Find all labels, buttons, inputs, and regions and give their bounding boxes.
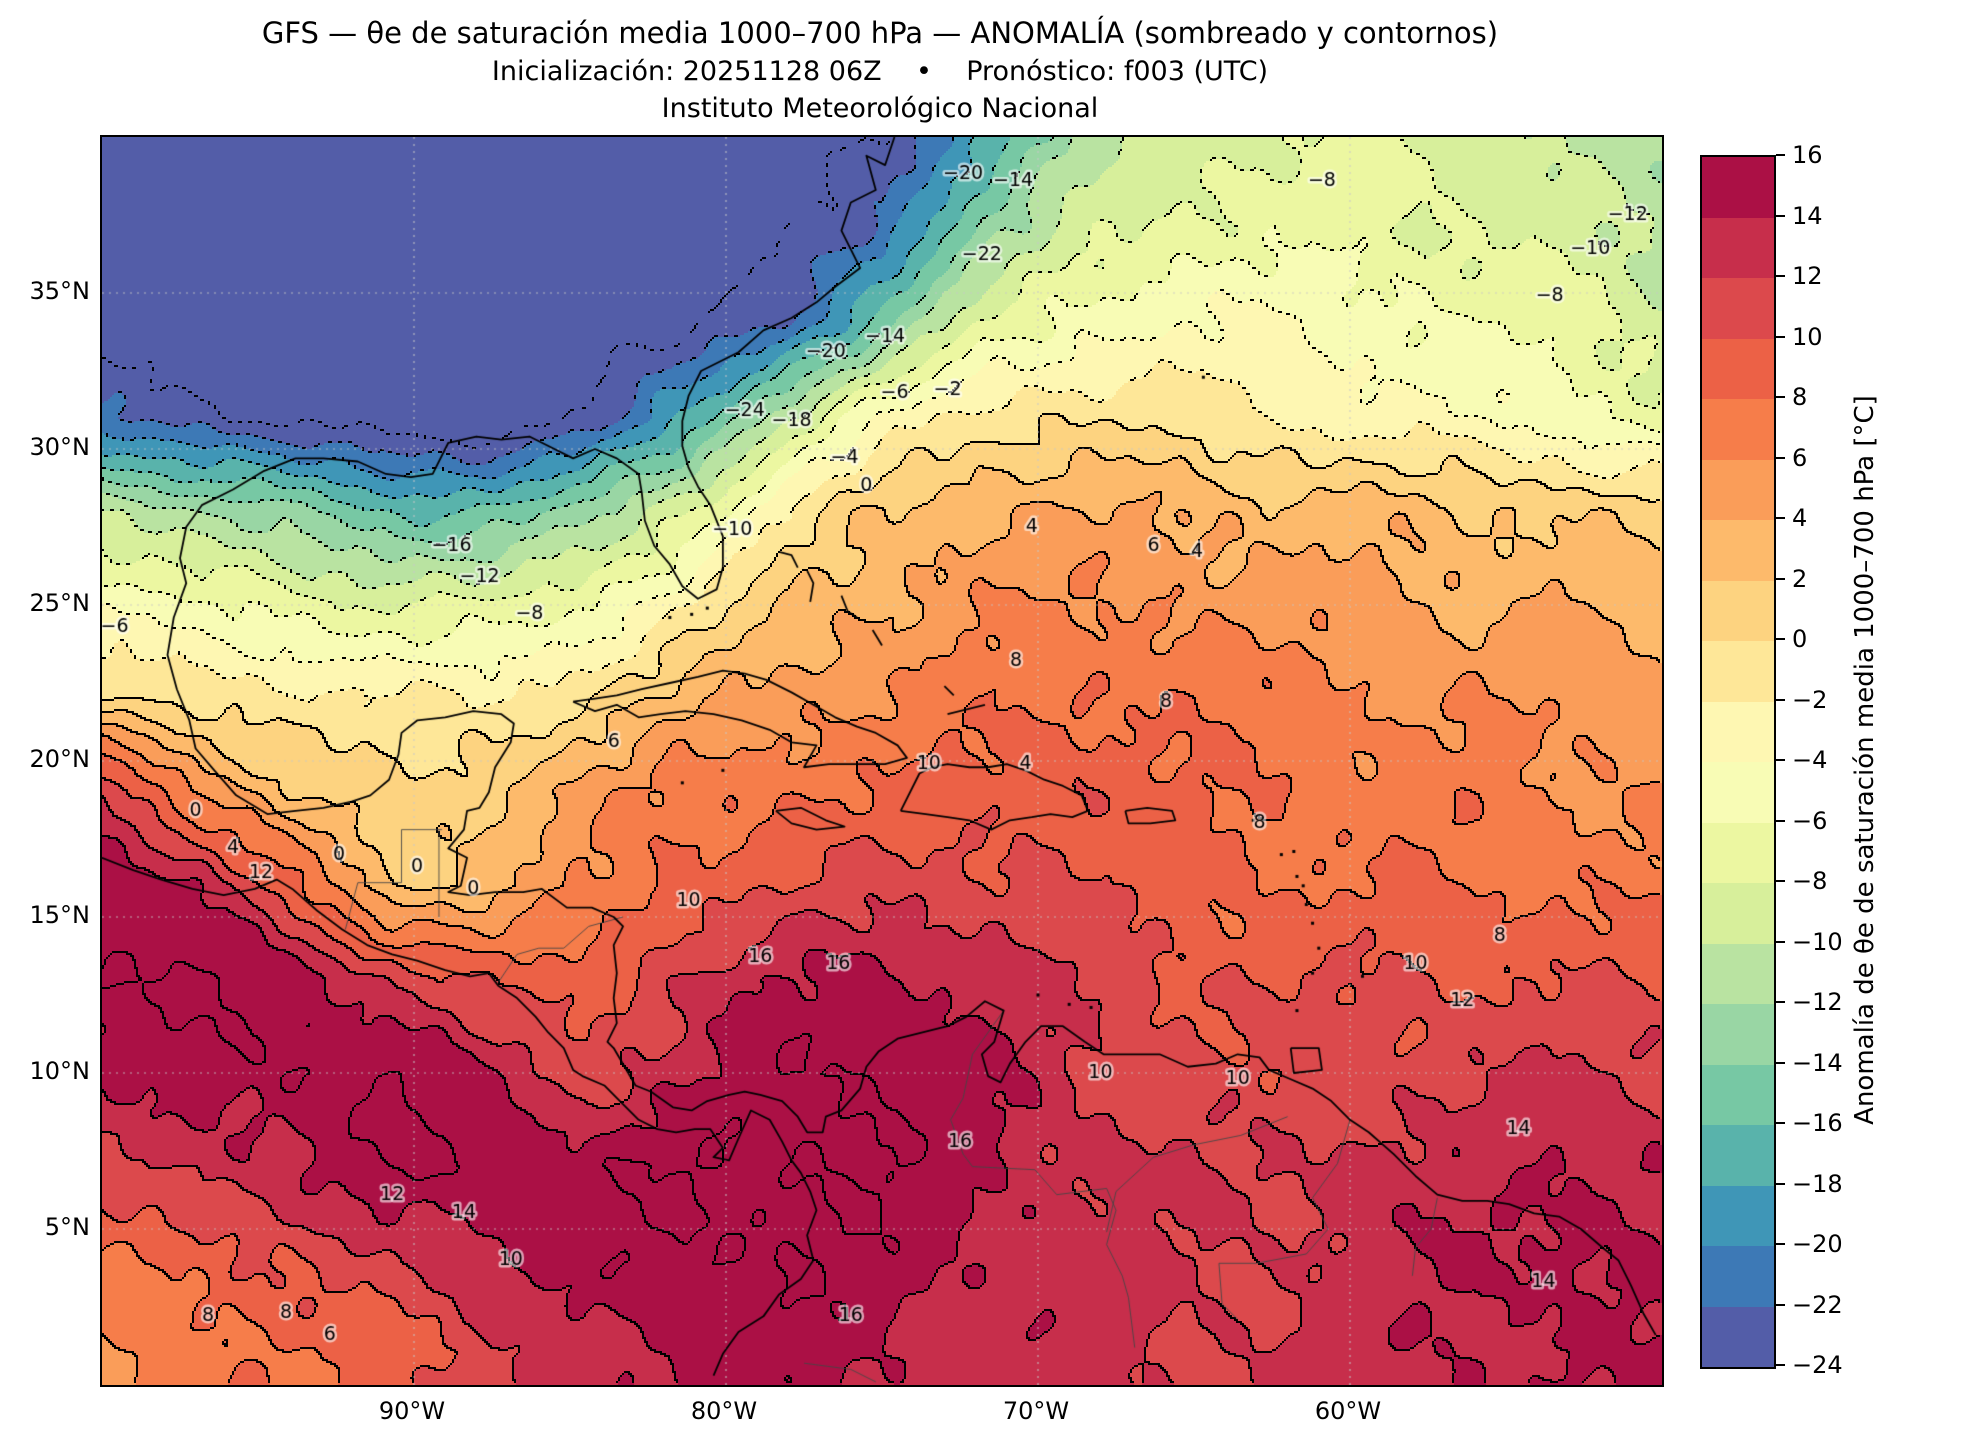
colorbar-tick-mark — [1776, 940, 1785, 943]
chart-subtitle: Inicialización: 20251128 06Z • Pronóstic… — [491, 56, 1269, 87]
colorbar-band — [1702, 701, 1774, 762]
colorbar-band — [1702, 943, 1774, 1004]
colorbar-band — [1702, 762, 1774, 823]
colorbar-tick-mark — [1776, 819, 1785, 822]
chart-institution: Instituto Meteorológico Nacional — [661, 93, 1099, 124]
colorbar-tick-label: 16 — [1792, 141, 1823, 169]
colorbar-tick-mark — [1776, 396, 1785, 398]
colorbar-tick-label: 14 — [1792, 201, 1823, 230]
colorbar-tick-mark — [1776, 1001, 1785, 1003]
colorbar-band — [1702, 1004, 1774, 1065]
colorbar-tick-mark — [1776, 638, 1785, 640]
colorbar-band — [1702, 883, 1774, 944]
colorbar-band — [1702, 278, 1774, 339]
colorbar-tick-mark — [1776, 275, 1785, 277]
colorbar-band — [1702, 641, 1774, 702]
colorbar-tick-label: 4 — [1792, 504, 1808, 532]
colorbar-tick-label: 2 — [1792, 564, 1808, 593]
colorbar-band — [1702, 217, 1774, 278]
lon-tick-label: 70°W — [1002, 1397, 1070, 1425]
colorbar-tick-mark — [1776, 880, 1785, 882]
colorbar-tick-mark — [1776, 456, 1785, 459]
colorbar-tick-mark — [1776, 214, 1785, 217]
colorbar-band — [1702, 580, 1774, 641]
colorbar-tick-mark — [1776, 698, 1785, 701]
colorbar-band — [1702, 822, 1774, 883]
colorbar-band — [1702, 459, 1774, 520]
colorbar-tick-mark — [1776, 759, 1785, 761]
lat-tick-label: 10°N — [29, 1057, 91, 1085]
colorbar-tick-label: 10 — [1792, 322, 1823, 351]
colorbar-band — [1702, 520, 1774, 581]
colorbar-tick-label: −6 — [1792, 806, 1828, 835]
lat-tick-label: 35°N — [29, 277, 91, 305]
colorbar-tick-mark — [1776, 154, 1785, 156]
colorbar — [1700, 155, 1776, 1369]
colorbar-band — [1702, 1125, 1774, 1186]
colorbar-tick-mark — [1776, 1061, 1785, 1064]
colorbar-tick-mark — [1776, 1364, 1785, 1366]
lat-tick-label: 20°N — [29, 745, 91, 773]
colorbar-tick-mark — [1776, 1243, 1785, 1245]
lon-tick-label: 80°W — [690, 1397, 758, 1425]
colorbar-tick-label: −2 — [1792, 685, 1828, 714]
colorbar-band — [1702, 1064, 1774, 1125]
lat-tick-label: 30°N — [29, 433, 91, 461]
lat-tick-label: 25°N — [29, 589, 91, 617]
colorbar-tick-mark — [1776, 335, 1785, 338]
colorbar-tick-label: 8 — [1792, 383, 1808, 411]
colorbar-tick-mark — [1776, 1182, 1785, 1185]
lat-tick-label: 15°N — [29, 901, 91, 929]
lat-tick-label: 5°N — [44, 1213, 90, 1241]
colorbar-axis-label: Anomalía de θe de saturación media 1000–… — [1850, 395, 1880, 1125]
colorbar-band — [1702, 338, 1774, 399]
colorbar-band — [1702, 1246, 1774, 1307]
colorbar-tick-mark — [1776, 1122, 1785, 1124]
colorbar-tick-label: −8 — [1792, 867, 1828, 895]
colorbar-band — [1702, 1185, 1774, 1246]
colorbar-tick-label: 0 — [1792, 625, 1808, 653]
colorbar-tick-label: 6 — [1792, 443, 1808, 472]
colorbar-tick-mark — [1776, 577, 1785, 580]
colorbar-tick-label: −4 — [1792, 746, 1828, 774]
chart-title: GFS — θe de saturación media 1000–700 hP… — [261, 16, 1499, 50]
colorbar-band — [1702, 399, 1774, 460]
colorbar-band — [1702, 157, 1774, 218]
colorbar-tick-mark — [1776, 1303, 1785, 1306]
map-overlay-canvas — [102, 137, 1662, 1385]
lon-tick-label: 60°W — [1314, 1397, 1382, 1425]
colorbar-axis-label-wrap: Anomalía de θe de saturación media 1000–… — [1834, 155, 1896, 1365]
colorbar-tick-label: 12 — [1792, 262, 1823, 290]
colorbar-tick-mark — [1776, 517, 1785, 519]
map-plot-area — [100, 135, 1664, 1387]
colorbar-band — [1702, 1306, 1774, 1367]
lon-tick-label: 90°W — [378, 1397, 446, 1425]
